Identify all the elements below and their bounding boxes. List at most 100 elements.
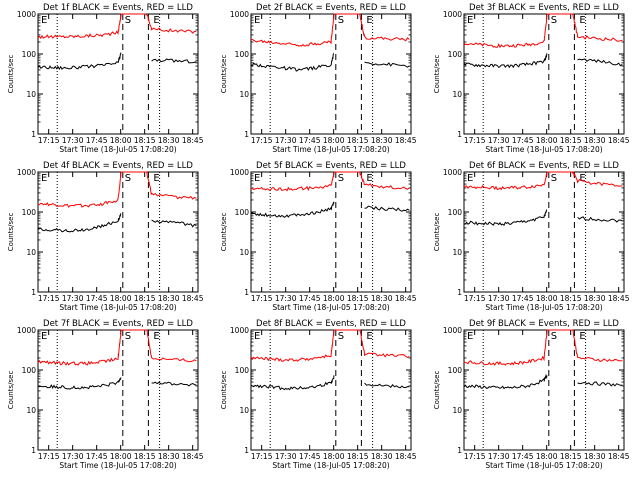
plot-title: Det 1f BLACK = Events, RED = LLD	[43, 3, 193, 13]
y-tick-label: 1	[31, 130, 36, 139]
x-tick-label: 17:45	[86, 452, 108, 461]
y-tick-label: 100	[448, 208, 463, 217]
y-axis-label: Counts/sec	[433, 213, 441, 252]
black-events-line	[151, 219, 197, 228]
marker-e: E	[579, 173, 585, 184]
x-tick-label: 17:15	[38, 136, 60, 145]
red-lld-line	[250, 329, 410, 362]
marker-e: E	[153, 331, 159, 342]
marker-s: S	[125, 331, 131, 342]
x-tick-label: 18:15	[347, 136, 369, 145]
x-tick-label: 17:45	[512, 294, 534, 303]
x-tick-label: 18:15	[134, 294, 156, 303]
black-events-line	[577, 58, 623, 67]
x-axis-label: Start Time (18-Jul-05 17:08:20)	[272, 303, 389, 312]
detector-plot-2: Det 2f BLACK = Events, RED = LLD 1 10 100 10…	[220, 3, 417, 154]
marker-e: E	[579, 15, 585, 26]
x-tick-label: 17:30	[62, 452, 84, 461]
y-tick-label: 1000	[443, 168, 462, 177]
x-tick-label: 18:00	[110, 136, 132, 145]
x-tick-label: 18:30	[371, 294, 393, 303]
x-tick-label: 18:30	[584, 136, 606, 145]
black-events-line	[577, 381, 623, 387]
x-axis-label: Start Time (18-Jul-05 17:08:20)	[272, 461, 389, 470]
marker-e: E	[41, 15, 47, 26]
red-lld-line	[37, 171, 197, 208]
y-tick-label: 1	[31, 446, 36, 455]
plot-title: Det 7f BLACK = Events, RED = LLD	[43, 319, 193, 329]
y-axis-label: Counts/sec	[433, 55, 441, 94]
x-tick-label: 17:45	[86, 136, 108, 145]
plot-title: Det 2f BLACK = Events, RED = LLD	[256, 3, 406, 13]
x-tick-label: 18:30	[158, 452, 180, 461]
x-tick-label: 18:45	[182, 136, 204, 145]
black-events-line	[37, 212, 122, 233]
x-tick-label: 18:30	[371, 136, 393, 145]
plot-frame	[37, 13, 199, 135]
x-tick-label: 18:15	[347, 294, 369, 303]
black-events-line	[37, 377, 122, 390]
x-axis-label: Start Time (18-Jul-05 17:08:20)	[485, 145, 602, 154]
y-tick-label: 10	[239, 90, 249, 99]
y-tick-label: 10	[452, 406, 462, 415]
y-tick-label: 100	[235, 50, 250, 59]
y-tick-label: 1000	[230, 168, 249, 177]
x-tick-label: 18:00	[536, 294, 558, 303]
x-tick-label: 17:45	[512, 452, 534, 461]
y-tick-label: 1	[457, 288, 462, 297]
x-tick-label: 17:45	[299, 452, 321, 461]
x-tick-label: 18:00	[323, 452, 345, 461]
x-tick-label: 18:15	[560, 136, 582, 145]
x-tick-label: 18:30	[584, 294, 606, 303]
marker-e: E	[153, 173, 159, 184]
detector-plot-4: Det 4f BLACK = Events, RED = LLD 1 10 100 10…	[7, 161, 204, 312]
x-tick-label: 18:45	[182, 452, 204, 461]
plot-frame	[463, 329, 625, 451]
x-tick-label: 18:30	[158, 294, 180, 303]
detector-plot-8: Det 8f BLACK = Events, RED = LLD 1 10 100 10…	[220, 319, 417, 470]
x-tick-label: 18:30	[584, 452, 606, 461]
x-axis-label: Start Time (18-Jul-05 17:08:20)	[59, 145, 176, 154]
plot-frame	[463, 13, 625, 135]
x-tick-label: 18:15	[134, 452, 156, 461]
x-tick-label: 17:45	[86, 294, 108, 303]
y-axis-label: Counts/sec	[220, 213, 228, 252]
x-axis-label: Start Time (18-Jul-05 17:08:20)	[272, 145, 389, 154]
x-tick-label: 18:30	[158, 136, 180, 145]
x-tick-label: 18:45	[608, 294, 630, 303]
black-events-line	[250, 53, 335, 72]
y-tick-label: 100	[235, 208, 250, 217]
marker-e: E	[579, 331, 585, 342]
x-tick-label: 17:15	[251, 452, 273, 461]
x-tick-label: 17:45	[299, 136, 321, 145]
x-tick-label: 18:00	[323, 294, 345, 303]
x-axis-label: Start Time (18-Jul-05 17:08:20)	[485, 461, 602, 470]
y-axis-label: Counts/sec	[220, 371, 228, 410]
x-tick-label: 17:30	[275, 136, 297, 145]
detector-plot-6: Det 6f BLACK = Events, RED = LLD 1 10 100 10…	[433, 161, 630, 312]
x-tick-label: 18:45	[608, 136, 630, 145]
marker-e: E	[366, 173, 372, 184]
red-lld-line	[250, 13, 410, 47]
y-tick-label: 100	[22, 208, 37, 217]
y-tick-label: 100	[448, 366, 463, 375]
plot-frame	[250, 329, 412, 451]
y-tick-label: 10	[452, 248, 462, 257]
y-tick-label: 10	[26, 90, 36, 99]
black-events-line	[364, 61, 410, 68]
x-tick-label: 18:00	[536, 452, 558, 461]
plot-title: Det 8f BLACK = Events, RED = LLD	[256, 319, 406, 329]
x-tick-label: 18:45	[182, 294, 204, 303]
x-tick-label: 17:15	[38, 294, 60, 303]
marker-e: E	[467, 331, 473, 342]
y-tick-label: 1	[244, 288, 249, 297]
plot-title: Det 3f BLACK = Events, RED = LLD	[469, 3, 619, 13]
plot-title: Det 9f BLACK = Events, RED = LLD	[469, 319, 619, 329]
marker-e: E	[254, 173, 260, 184]
y-tick-label: 1000	[17, 168, 36, 177]
x-tick-label: 17:15	[38, 452, 60, 461]
y-tick-label: 10	[239, 406, 249, 415]
marker-e: E	[153, 15, 159, 26]
y-tick-label: 1000	[17, 10, 36, 19]
